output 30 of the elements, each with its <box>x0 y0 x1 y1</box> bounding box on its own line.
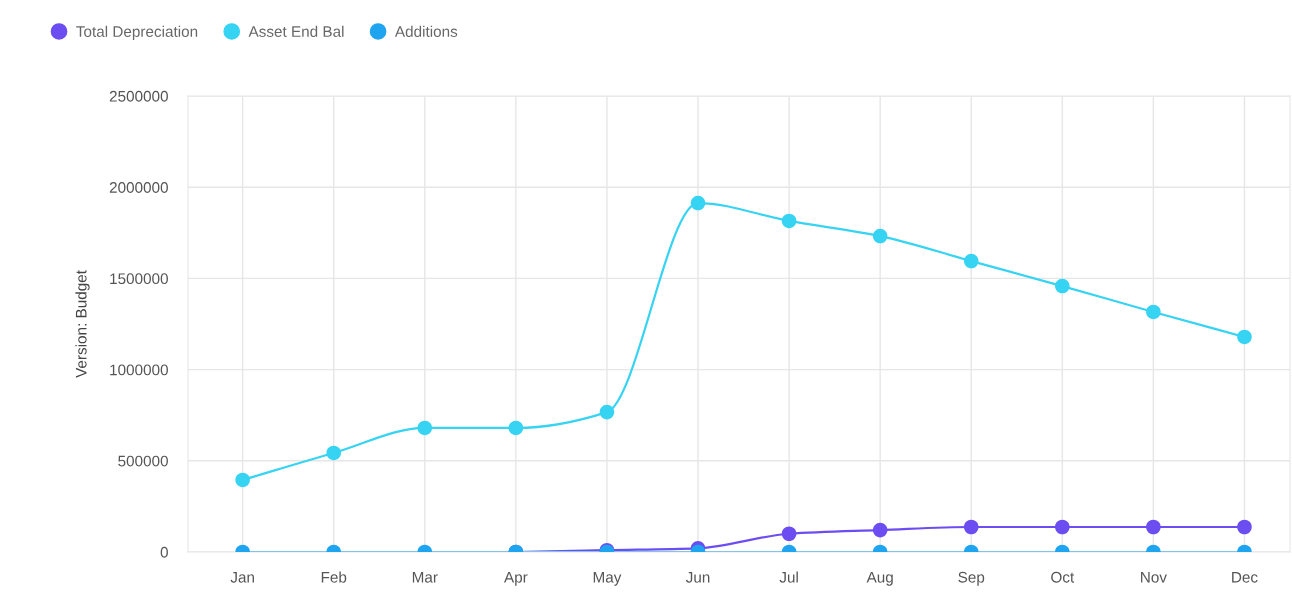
x-tick-label: Mar <box>412 572 438 583</box>
point <box>1055 278 1070 294</box>
point <box>963 253 979 269</box>
point <box>690 195 706 211</box>
legend-label: Total Depreciation <box>76 25 198 40</box>
x-tick-label: Apr <box>504 572 528 586</box>
x-tick-label: May <box>593 572 622 586</box>
y-tick-label: 2500000 <box>109 90 168 102</box>
point <box>1146 304 1161 320</box>
point <box>1237 329 1252 345</box>
y-tick-label: 1000000 <box>110 364 168 376</box>
x-tick-label: Oct <box>1051 571 1075 583</box>
x-tick-label: Nov <box>1141 572 1167 583</box>
x-tick-label: Dec <box>1232 572 1258 583</box>
x-tick-label: Sep <box>958 571 985 586</box>
legend-label: Asset End Bal <box>248 25 344 37</box>
x-tick-label: Jun <box>685 572 710 583</box>
y-tick-label: 1500000 <box>110 273 168 285</box>
y-tick-label: 500000 <box>118 455 168 467</box>
x-tick-label: Feb <box>321 571 347 583</box>
point <box>781 213 797 229</box>
point <box>599 404 615 420</box>
y-axis-title: Version: Budget <box>75 270 90 378</box>
point <box>872 228 888 244</box>
legend-label: Additions <box>394 25 458 37</box>
x-tick-label: Jul <box>779 571 798 583</box>
y-tick-label: 0 <box>160 546 168 558</box>
x-tick-label: Aug <box>866 572 893 586</box>
y-tick-label: 2000000 <box>109 182 168 193</box>
x-tick-label: Jan <box>230 572 254 583</box>
